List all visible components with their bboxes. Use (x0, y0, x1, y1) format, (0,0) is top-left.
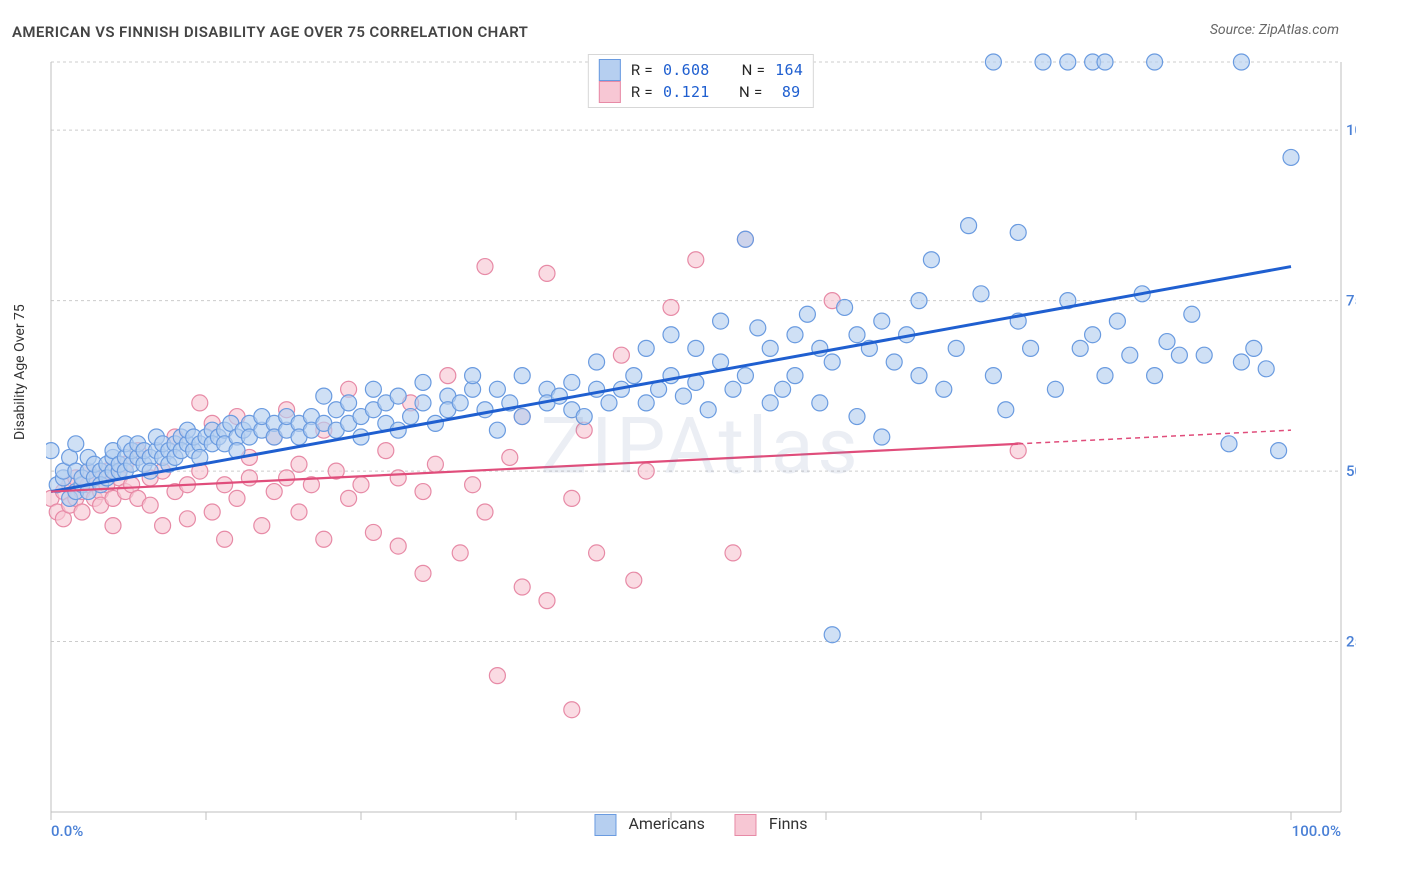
legend-item-americans: Americans (594, 814, 704, 836)
legend-r-label: R = (631, 61, 653, 79)
svg-text:50.0%: 50.0% (1346, 462, 1356, 480)
legend-n-label: N = (739, 83, 763, 101)
legend-label-americans: Americans (628, 814, 704, 833)
svg-text:100.0%: 100.0% (1346, 121, 1356, 139)
legend-n-label: N = (742, 61, 766, 79)
legend-n-value-americans: 164 (775, 61, 803, 79)
correlation-legend: R = 0.608 N = 164 R = 0.121 N = 89 (588, 54, 814, 108)
legend-item-finns: Finns (735, 814, 808, 836)
chart-title: AMERICAN VS FINNISH DISABILITY AGE OVER … (12, 23, 528, 41)
svg-text:0.0%: 0.0% (51, 822, 83, 840)
scatter-chart-svg: 25.0% 50.0% 75.0% 100.0% 0.0% 100.0% (46, 52, 1356, 842)
legend-row-americans: R = 0.608 N = 164 (599, 59, 803, 81)
svg-text:25.0%: 25.0% (1346, 633, 1356, 651)
legend-row-finns: R = 0.121 N = 89 (599, 81, 803, 103)
legend-swatch-americans (599, 59, 621, 81)
legend-swatch-finns (599, 81, 621, 103)
legend-n-value-finns: 89 (773, 83, 801, 101)
svg-text:100.0%: 100.0% (1292, 822, 1341, 840)
legend-r-value-finns: 0.121 (663, 83, 707, 101)
chart-header: AMERICAN VS FINNISH DISABILITY AGE OVER … (12, 22, 1394, 44)
series-legend: Americans Finns (594, 814, 807, 836)
legend-swatch-finns (735, 814, 757, 836)
legend-r-label: R = (631, 83, 653, 101)
plot-area: 25.0%50.0%75.0%100.0%0.0%100.0% ZIPAtlas… (46, 52, 1356, 842)
legend-label-finns: Finns (769, 814, 808, 833)
y-axis-title: Disability Age Over 75 (12, 304, 28, 440)
chart-source: Source: ZipAtlas.com (1210, 22, 1339, 38)
legend-r-value-americans: 0.608 (663, 61, 710, 79)
legend-swatch-americans (594, 814, 616, 836)
svg-text:75.0%: 75.0% (1346, 292, 1356, 310)
